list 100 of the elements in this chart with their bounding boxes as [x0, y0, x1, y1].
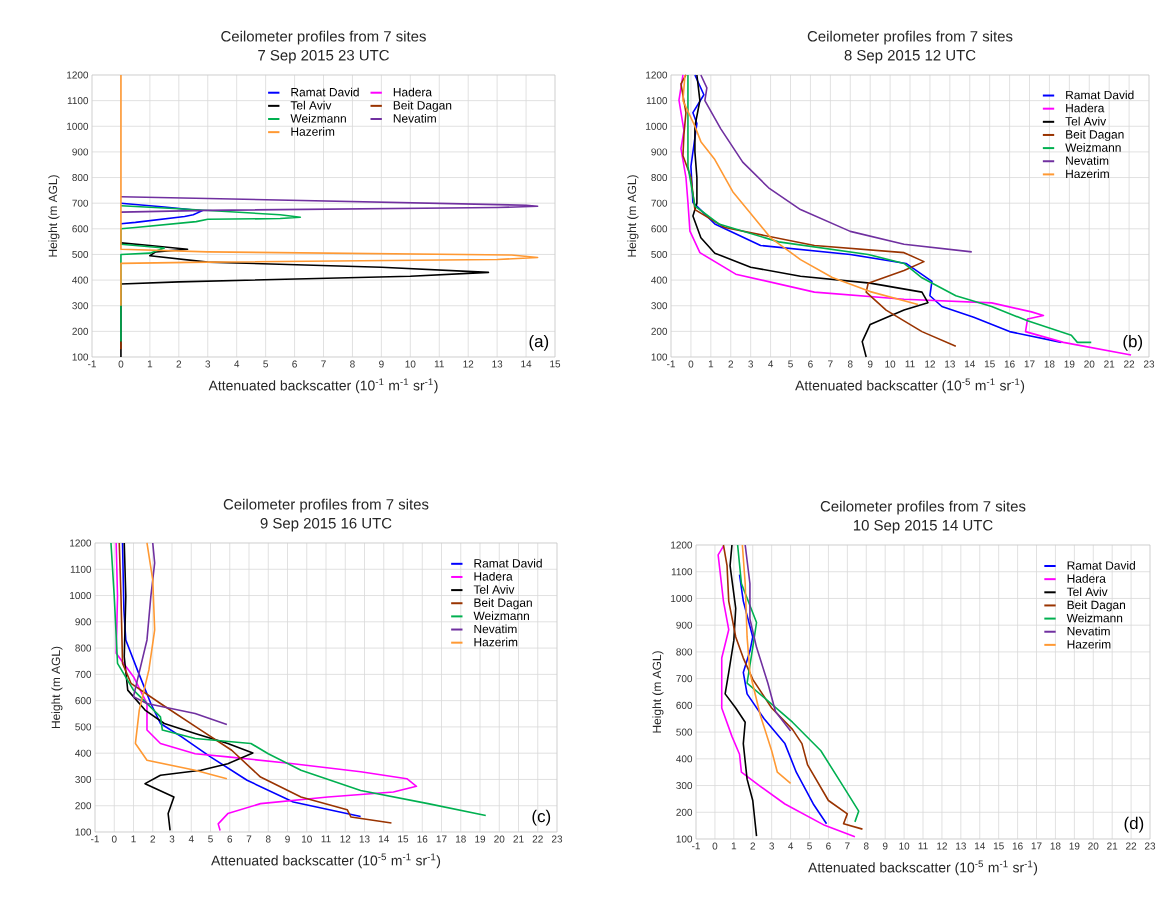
- x-tick-label: 16: [1012, 842, 1023, 850]
- x-tick-label: 2: [728, 360, 734, 368]
- x-tick-label: 11: [434, 360, 444, 368]
- x-tick-label: 10: [885, 360, 896, 368]
- x-tick-label: 14: [964, 360, 976, 368]
- x-tick-label: 17: [436, 835, 447, 843]
- legend-label: Weizmann: [1065, 143, 1121, 152]
- y-tick-label: 1000: [671, 594, 693, 602]
- x-tick-label: 0: [111, 835, 117, 843]
- chart-title: Ceilometer profiles from 7 sites: [807, 30, 1013, 45]
- x-tick-label: 21: [1104, 360, 1115, 368]
- x-tick-label: 11: [321, 835, 331, 843]
- y-tick-label: 1100: [70, 565, 92, 573]
- x-tick-label: 17: [1024, 360, 1035, 368]
- line-series: [741, 544, 792, 785]
- legend-label: Ramat David: [1067, 560, 1135, 570]
- line-series: [700, 74, 973, 253]
- x-tick-label: 21: [513, 835, 524, 843]
- y-tick-label: 700: [651, 199, 668, 207]
- x-tick-label: -1: [692, 842, 700, 850]
- x-tick-label: 0: [688, 360, 694, 368]
- y-tick-label: 700: [72, 199, 89, 207]
- x-tick-label: 6: [292, 360, 297, 368]
- legend-label: Nevatim: [474, 624, 517, 634]
- x-tick-label: 4: [788, 842, 794, 850]
- line-series: [120, 195, 539, 213]
- line-series: [134, 542, 228, 780]
- x-tick-label: 19: [475, 835, 486, 843]
- legend-label: Weizmann: [473, 611, 529, 621]
- x-tick-label: 5: [263, 360, 268, 368]
- y-tick-label: 200: [651, 327, 668, 335]
- legend-label: Ramat David: [1066, 90, 1134, 100]
- legend-label: Beit Dagan: [393, 100, 452, 112]
- y-tick-label: 900: [676, 621, 693, 629]
- x-tick-label: 2: [750, 842, 756, 850]
- x-tick-label: 19: [1069, 842, 1080, 850]
- x-tick-label: 10: [405, 360, 416, 368]
- x-tick-label: 3: [205, 360, 211, 368]
- x-tick-label: 0: [118, 360, 124, 368]
- y-tick-label: 1100: [646, 97, 668, 105]
- legend-label: Tel Aviv: [1065, 116, 1107, 126]
- y-tick-label: 500: [75, 723, 92, 731]
- x-tick-label: 9: [867, 360, 873, 368]
- y-tick-label: 900: [72, 148, 89, 156]
- chart-subtitle: 9 Sep 2015 16 UTC: [260, 517, 392, 532]
- x-tick-label: 6: [808, 360, 813, 368]
- chart-title: Ceilometer profiles from 7 sites: [221, 30, 426, 45]
- line-series: [132, 542, 228, 726]
- x-tick-label: 12: [925, 360, 935, 368]
- chart-title: Ceilometer profiles from 7 sites: [223, 498, 429, 513]
- y-tick-label: 100: [651, 353, 668, 361]
- x-tick-label: 18: [1044, 360, 1055, 368]
- legend-label: Hadera: [393, 87, 433, 97]
- x-tick-label: 13: [359, 835, 370, 843]
- line-series: [680, 74, 957, 348]
- line-series: [120, 202, 203, 225]
- annotation: (a): [529, 334, 549, 351]
- y-tick-label: 500: [676, 728, 693, 736]
- x-tick-label: 3: [748, 360, 754, 368]
- line-series: [120, 74, 539, 307]
- legend-label: Ramat David: [474, 558, 542, 568]
- x-tick-label: 4: [234, 360, 240, 368]
- x-tick-label: 20: [1084, 360, 1095, 368]
- legend-label: Weizmann: [1066, 613, 1123, 623]
- annotation: (c): [532, 809, 551, 826]
- legend-label: Beit Dagan: [1067, 600, 1126, 612]
- x-axis-title: Attenuated backscatter (10$^{-5}$ m$^{-1}$ sr$^{-1}$): [808, 860, 1038, 876]
- x-tick-label: 14: [974, 842, 986, 850]
- y-tick-label: 400: [75, 749, 92, 757]
- y-tick-label: 400: [72, 276, 89, 284]
- y-axis-title: Height (m AGL): [51, 646, 63, 729]
- x-tick-label: 10: [899, 842, 910, 850]
- x-tick-label: -1: [667, 360, 675, 368]
- legend-label: Nevatim: [1066, 156, 1109, 165]
- y-tick-label: 100: [75, 828, 92, 836]
- legend-label: Hazerim: [474, 637, 518, 647]
- annotation: (b): [1123, 334, 1143, 351]
- y-tick-label: 300: [72, 302, 89, 310]
- x-tick-label: 22: [1126, 842, 1137, 850]
- y-tick-label: 700: [75, 670, 92, 678]
- x-tick-label: 11: [905, 360, 915, 368]
- legend-label: Hazerim: [1066, 169, 1109, 179]
- legend-label: Weizmann: [290, 113, 346, 123]
- x-tick-label: 7: [845, 842, 850, 850]
- y-tick-label: 300: [651, 302, 668, 310]
- y-tick-label: 1200: [70, 539, 92, 547]
- x-tick-label: 14: [521, 360, 532, 368]
- x-tick-label: 5: [807, 842, 812, 850]
- y-tick-label: 1000: [70, 592, 92, 600]
- x-tick-label: 6: [227, 835, 233, 843]
- y-tick-label: 100: [72, 353, 89, 361]
- y-tick-label: 600: [651, 225, 668, 233]
- y-tick-label: 200: [72, 327, 89, 335]
- x-tick-label: 15: [993, 842, 1004, 850]
- y-tick-label: 200: [676, 808, 693, 816]
- x-tick-label: 21: [1107, 842, 1118, 850]
- annotation: (d): [1124, 816, 1144, 833]
- x-tick-label: 20: [1088, 842, 1099, 850]
- legend-label: Tel Aviv: [1066, 587, 1108, 596]
- x-tick-label: 7: [321, 360, 326, 368]
